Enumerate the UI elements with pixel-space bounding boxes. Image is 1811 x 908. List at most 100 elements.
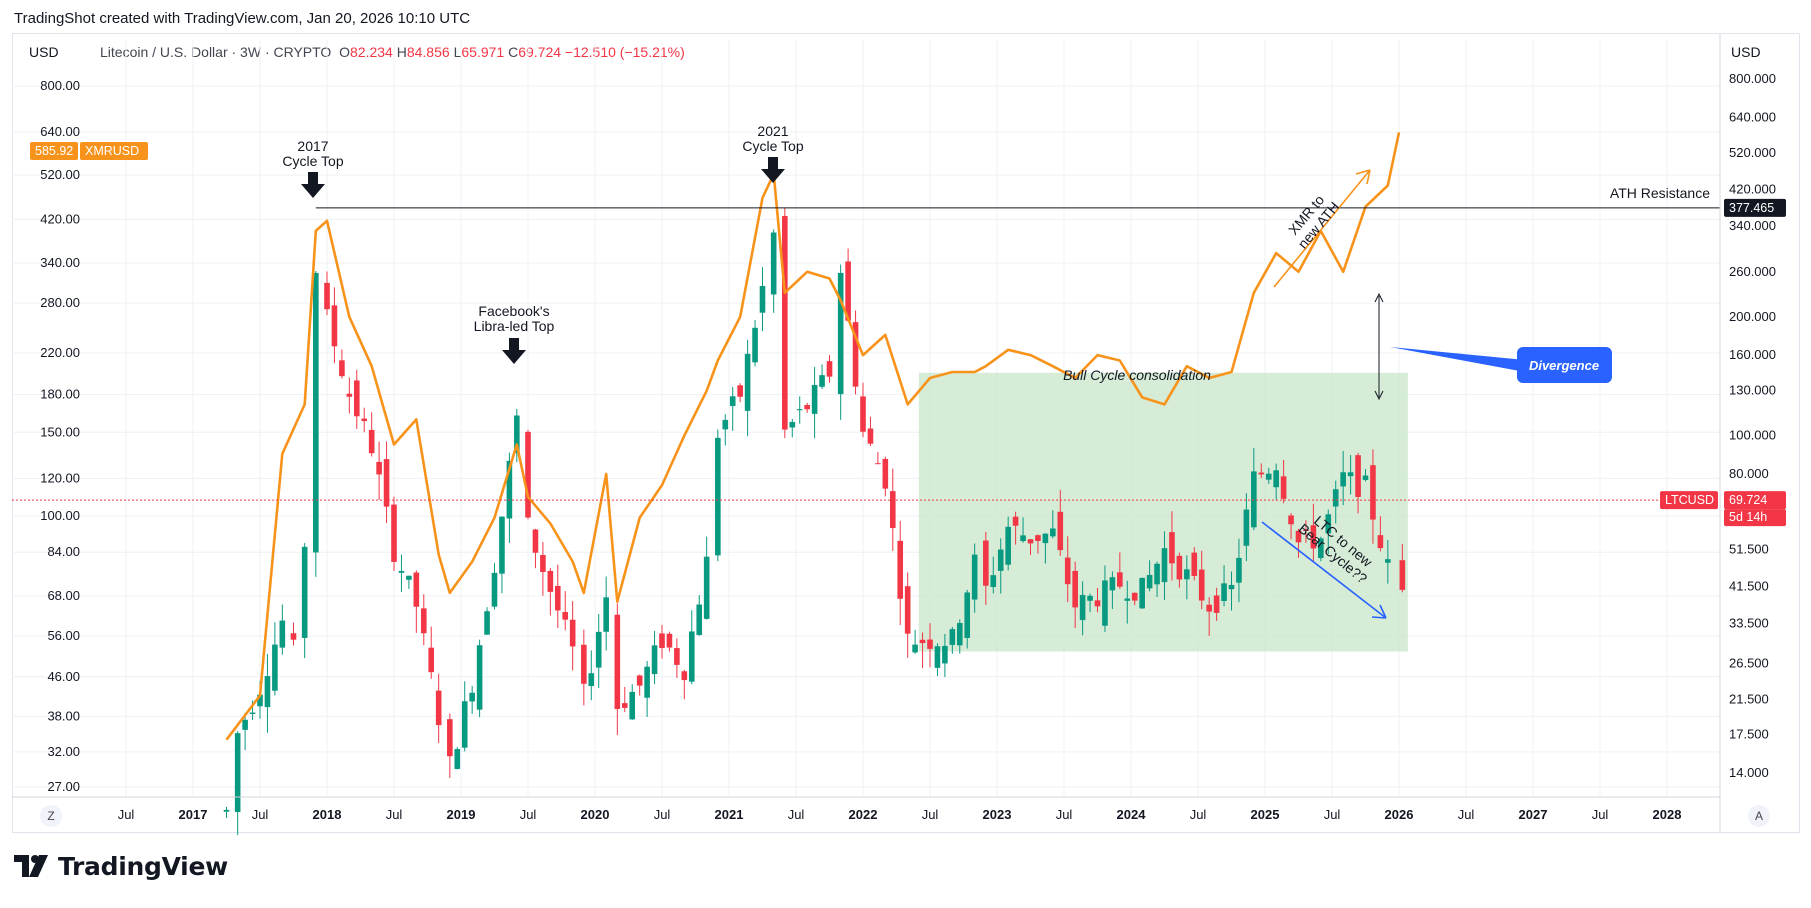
- candle-body: [420, 608, 427, 634]
- candle-body: [819, 375, 825, 387]
- candle-body: [506, 460, 513, 519]
- time-axis-tick-label: 2027: [1519, 807, 1548, 822]
- time-axis-tick-label: 2021: [715, 807, 744, 822]
- candle-body: [242, 719, 248, 730]
- down-arrow-icon: [761, 157, 785, 183]
- candle-body: [461, 701, 468, 748]
- right-scale-tick-label: 520.000: [1729, 145, 1776, 160]
- candle-body: [837, 272, 844, 395]
- right-scale-tick-label: 800.000: [1729, 71, 1776, 86]
- candle-body: [990, 575, 997, 588]
- right-scale-tick-label: 80.000: [1729, 466, 1769, 481]
- candle-body: [804, 405, 810, 410]
- left-scale-tick-label: 280.00: [40, 295, 80, 310]
- candle-body: [595, 631, 602, 668]
- candle-body: [1109, 577, 1116, 591]
- auto-scale-button[interactable]: A: [1748, 805, 1770, 827]
- candle-body: [1228, 584, 1235, 590]
- candle-body: [1303, 530, 1309, 532]
- time-axis-tick-label: Jul: [1458, 807, 1475, 822]
- close-label: C: [508, 44, 519, 60]
- candle-body: [435, 690, 442, 726]
- candle-body: [1310, 525, 1317, 549]
- open-label: O: [339, 44, 350, 60]
- annotation-divergence: Divergence: [1529, 358, 1599, 373]
- candle-body: [897, 540, 904, 599]
- left-scale-tick-label: 32.00: [47, 744, 80, 759]
- candle-body: [867, 428, 874, 444]
- candle-body: [301, 546, 308, 638]
- candle-body: [1295, 530, 1302, 543]
- candle-body: [681, 671, 688, 681]
- candle-body: [1318, 538, 1324, 559]
- left-scale-tick-label: 100.00: [40, 508, 80, 523]
- xmr-symbol-tag: XMRUSD: [85, 144, 139, 158]
- candle-body: [729, 396, 736, 406]
- candle-body: [659, 633, 665, 648]
- candle-body: [1213, 595, 1220, 613]
- candle-body: [1161, 548, 1168, 583]
- left-scale-tick-label: 520.00: [40, 167, 80, 182]
- candle-body: [376, 461, 382, 475]
- candle-body: [1377, 535, 1384, 549]
- chart-axes: 800.00 640.00 520.00 420.00 340.00 280.00 220.…: [12, 34, 1786, 832]
- time-axis-tick-label: Jul: [520, 807, 537, 822]
- candle-body: [476, 645, 483, 710]
- candle-body: [636, 675, 643, 686]
- candle-body: [614, 614, 621, 709]
- left-scale-tick-label: 420.00: [40, 211, 80, 226]
- symbol-name[interactable]: Litecoin / U.S. Dollar · 3W · CRYPTO: [100, 44, 332, 60]
- candle-body: [1102, 580, 1108, 626]
- candle-body: [1042, 533, 1049, 544]
- candle-body: [581, 644, 587, 684]
- candle-body: [1191, 552, 1198, 576]
- time-axis-tick-label: 2017: [179, 807, 208, 822]
- candle-body: [1280, 476, 1287, 499]
- right-scale-tick-label: 51.500: [1729, 542, 1769, 557]
- candle-body: [1273, 470, 1279, 488]
- candle-body: [1340, 472, 1346, 487]
- candle-body: [562, 612, 569, 620]
- candle-body: [759, 285, 766, 313]
- right-currency-label[interactable]: USD: [1731, 44, 1761, 60]
- time-axis-tick-label: 2025: [1251, 807, 1280, 822]
- candle-body: [927, 639, 933, 649]
- candle-body: [912, 644, 918, 653]
- candle-body: [1035, 535, 1041, 541]
- time-axis-tick-label: Jul: [252, 807, 269, 822]
- annotation-2021-cycle-top: Cycle Top: [742, 138, 803, 154]
- candle-body: [1265, 473, 1272, 480]
- time-axis-tick-label: Jul: [922, 807, 939, 822]
- candle-body: [1236, 557, 1242, 583]
- high-value: 84.856: [406, 44, 450, 60]
- candle-body: [383, 459, 390, 507]
- candle-body: [1385, 559, 1391, 563]
- left-scale-tick-label: 56.00: [47, 628, 80, 643]
- high-label: H: [396, 44, 407, 60]
- candle-body: [331, 305, 338, 347]
- candle-body: [406, 575, 412, 580]
- candle-body: [1184, 569, 1190, 580]
- candle-body: [361, 418, 368, 421]
- candle-body: [1079, 594, 1086, 621]
- ltc-symbol-tag-bg: [1660, 491, 1718, 510]
- left-scale-tick-label: 220.00: [40, 345, 80, 360]
- time-axis-tick-label: Jul: [1190, 807, 1207, 822]
- candle-body: [1154, 563, 1160, 585]
- candle-body: [826, 361, 833, 377]
- candle-body: [904, 586, 911, 634]
- candle-body: [1370, 465, 1376, 520]
- candle-body: [1072, 570, 1078, 608]
- candle-body: [1020, 535, 1026, 542]
- ltc-symbol-tag: LTCUSD: [1665, 493, 1714, 507]
- candle-body: [428, 647, 435, 673]
- right-scale-tick-label: 41.500: [1729, 579, 1769, 594]
- candle-body: [956, 623, 963, 646]
- annotation-libra-top: Facebook's: [478, 303, 549, 319]
- left-scale-tick-label: 640.00: [40, 124, 80, 139]
- z-button[interactable]: Z: [40, 805, 62, 827]
- left-currency-label[interactable]: USD: [29, 44, 59, 60]
- candle-body: [674, 648, 680, 665]
- time-axis-tick-label: 2018: [313, 807, 342, 822]
